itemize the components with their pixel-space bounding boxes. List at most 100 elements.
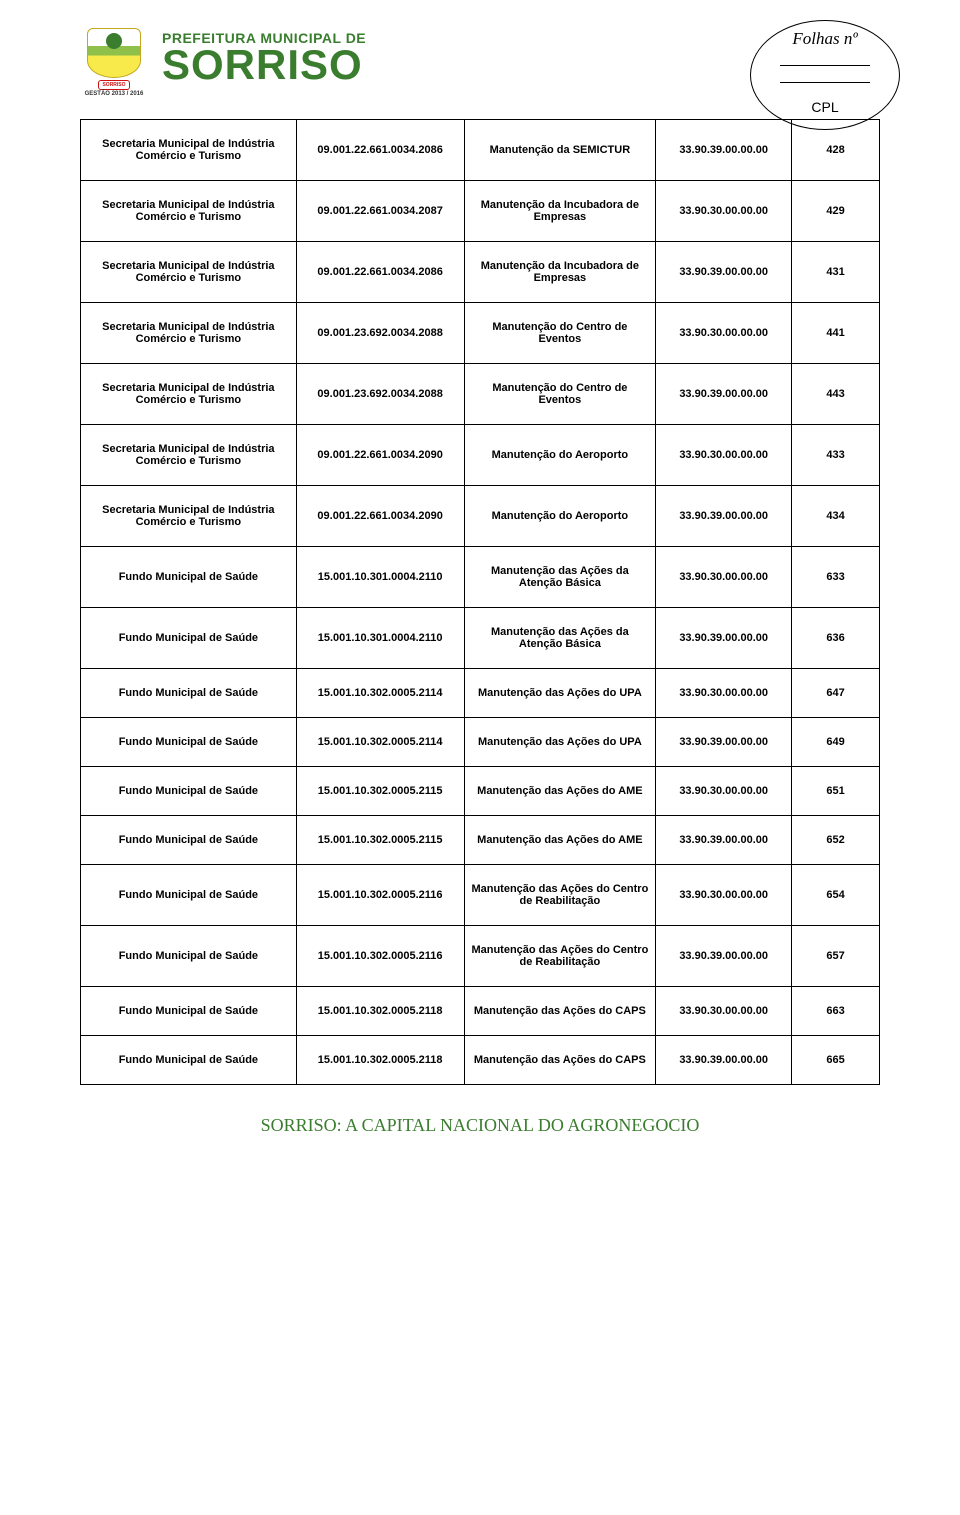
table-cell: 09.001.22.661.0034.2087 bbox=[296, 181, 464, 242]
table-row: Fundo Municipal de Saúde15.001.10.302.00… bbox=[81, 987, 880, 1036]
table-cell: Fundo Municipal de Saúde bbox=[81, 816, 297, 865]
table-cell: Fundo Municipal de Saúde bbox=[81, 1036, 297, 1085]
table-cell: 633 bbox=[792, 547, 880, 608]
table-cell: 33.90.30.00.00.00 bbox=[656, 303, 792, 364]
table-cell: 651 bbox=[792, 767, 880, 816]
table-cell: 649 bbox=[792, 718, 880, 767]
table-row: Secretaria Municipal de Indústria Comérc… bbox=[81, 486, 880, 547]
stamp-line bbox=[780, 65, 870, 66]
folhas-stamp: Folhas nº CPL bbox=[750, 20, 900, 130]
table-cell: 33.90.39.00.00.00 bbox=[656, 364, 792, 425]
table-cell: 652 bbox=[792, 816, 880, 865]
table-cell: 654 bbox=[792, 865, 880, 926]
table-cell: 15.001.10.302.0005.2114 bbox=[296, 718, 464, 767]
table-cell: Manutenção das Ações do CAPS bbox=[464, 1036, 656, 1085]
table-cell: 15.001.10.301.0004.2110 bbox=[296, 608, 464, 669]
table-cell: Secretaria Municipal de Indústria Comérc… bbox=[81, 486, 297, 547]
table-cell: 33.90.30.00.00.00 bbox=[656, 547, 792, 608]
stamp-line bbox=[780, 82, 870, 83]
stamp-label: Folhas nº bbox=[792, 29, 857, 49]
table-cell: Manutenção da SEMICTUR bbox=[464, 120, 656, 181]
table-row: Secretaria Municipal de Indústria Comérc… bbox=[81, 364, 880, 425]
table-cell: Fundo Municipal de Saúde bbox=[81, 547, 297, 608]
table-cell: 431 bbox=[792, 242, 880, 303]
table-cell: Fundo Municipal de Saúde bbox=[81, 926, 297, 987]
table-cell: 15.001.10.302.0005.2114 bbox=[296, 669, 464, 718]
table-cell: 09.001.22.661.0034.2090 bbox=[296, 425, 464, 486]
table-cell: 665 bbox=[792, 1036, 880, 1085]
table-cell: 33.90.39.00.00.00 bbox=[656, 816, 792, 865]
table-cell: 657 bbox=[792, 926, 880, 987]
header-text: PREFEITURA MUNICIPAL DE SORRISO bbox=[162, 30, 366, 84]
table-cell: 647 bbox=[792, 669, 880, 718]
table-cell: Fundo Municipal de Saúde bbox=[81, 718, 297, 767]
table-cell: 33.90.39.00.00.00 bbox=[656, 926, 792, 987]
table-cell: Manutenção das Ações da Atenção Básica bbox=[464, 547, 656, 608]
table-body: Secretaria Municipal de Indústria Comérc… bbox=[81, 120, 880, 1085]
table-cell: 636 bbox=[792, 608, 880, 669]
table-cell: 15.001.10.302.0005.2115 bbox=[296, 767, 464, 816]
table-row: Fundo Municipal de Saúde15.001.10.302.00… bbox=[81, 718, 880, 767]
table-cell: Manutenção das Ações do AME bbox=[464, 767, 656, 816]
table-cell: Fundo Municipal de Saúde bbox=[81, 608, 297, 669]
crest-gestao: GESTÃO 2013 / 2016 bbox=[85, 91, 144, 97]
table-cell: 434 bbox=[792, 486, 880, 547]
table-cell: Manutenção do Centro de Eventos bbox=[464, 303, 656, 364]
table-cell: 15.001.10.302.0005.2116 bbox=[296, 926, 464, 987]
table-cell: Secretaria Municipal de Indústria Comérc… bbox=[81, 303, 297, 364]
table-cell: Secretaria Municipal de Indústria Comérc… bbox=[81, 242, 297, 303]
table-cell: Manutenção das Ações do UPA bbox=[464, 718, 656, 767]
crest-banner: SORRISO bbox=[98, 80, 129, 90]
table-cell: 15.001.10.302.0005.2115 bbox=[296, 816, 464, 865]
table-cell: 429 bbox=[792, 181, 880, 242]
table-cell: Manutenção das Ações do Centro de Reabil… bbox=[464, 926, 656, 987]
table-cell: 09.001.22.661.0034.2086 bbox=[296, 120, 464, 181]
table-row: Secretaria Municipal de Indústria Comérc… bbox=[81, 425, 880, 486]
table-cell: Secretaria Municipal de Indústria Comérc… bbox=[81, 181, 297, 242]
table-cell: 15.001.10.302.0005.2116 bbox=[296, 865, 464, 926]
table-cell: Manutenção das Ações do Centro de Reabil… bbox=[464, 865, 656, 926]
table-cell: 33.90.39.00.00.00 bbox=[656, 718, 792, 767]
table-row: Secretaria Municipal de Indústria Comérc… bbox=[81, 181, 880, 242]
table-cell: Manutenção das Ações do CAPS bbox=[464, 987, 656, 1036]
table-row: Secretaria Municipal de Indústria Comérc… bbox=[81, 120, 880, 181]
table-cell: 33.90.30.00.00.00 bbox=[656, 987, 792, 1036]
table-cell: 33.90.39.00.00.00 bbox=[656, 1036, 792, 1085]
table-cell: 09.001.23.692.0034.2088 bbox=[296, 364, 464, 425]
table-cell: 09.001.22.661.0034.2086 bbox=[296, 242, 464, 303]
table-cell: Manutenção da Incubadora de Empresas bbox=[464, 242, 656, 303]
footer-slogan: SORRISO: A CAPITAL NACIONAL DO AGRONEGOC… bbox=[80, 1115, 880, 1136]
table-cell: 15.001.10.302.0005.2118 bbox=[296, 987, 464, 1036]
table-row: Fundo Municipal de Saúde15.001.10.302.00… bbox=[81, 926, 880, 987]
table-row: Secretaria Municipal de Indústria Comérc… bbox=[81, 242, 880, 303]
table-cell: 433 bbox=[792, 425, 880, 486]
crest-shield bbox=[87, 28, 141, 78]
table-cell: 09.001.23.692.0034.2088 bbox=[296, 303, 464, 364]
table-row: Secretaria Municipal de Indústria Comérc… bbox=[81, 303, 880, 364]
table-cell: 15.001.10.301.0004.2110 bbox=[296, 547, 464, 608]
crest-icon: SORRISO GESTÃO 2013 / 2016 bbox=[80, 28, 148, 97]
table-cell: 33.90.30.00.00.00 bbox=[656, 425, 792, 486]
table-row: Fundo Municipal de Saúde15.001.10.302.00… bbox=[81, 669, 880, 718]
table-cell: 443 bbox=[792, 364, 880, 425]
table-row: Fundo Municipal de Saúde15.001.10.302.00… bbox=[81, 767, 880, 816]
table-cell: Manutenção do Centro de Eventos bbox=[464, 364, 656, 425]
table-cell: Secretaria Municipal de Indústria Comérc… bbox=[81, 120, 297, 181]
table-cell: Manutenção da Incubadora de Empresas bbox=[464, 181, 656, 242]
table-cell: Manutenção do Aeroporto bbox=[464, 425, 656, 486]
table-cell: 09.001.22.661.0034.2090 bbox=[296, 486, 464, 547]
table-cell: 33.90.39.00.00.00 bbox=[656, 242, 792, 303]
table-cell: 15.001.10.302.0005.2118 bbox=[296, 1036, 464, 1085]
table-cell: 33.90.30.00.00.00 bbox=[656, 767, 792, 816]
table-cell: Fundo Municipal de Saúde bbox=[81, 669, 297, 718]
table-row: Fundo Municipal de Saúde15.001.10.301.00… bbox=[81, 547, 880, 608]
table-row: Fundo Municipal de Saúde15.001.10.302.00… bbox=[81, 1036, 880, 1085]
table-row: Fundo Municipal de Saúde15.001.10.302.00… bbox=[81, 816, 880, 865]
table-cell: 663 bbox=[792, 987, 880, 1036]
table-cell: 33.90.39.00.00.00 bbox=[656, 120, 792, 181]
stamp-cpl: CPL bbox=[811, 99, 838, 115]
table-cell: Fundo Municipal de Saúde bbox=[81, 767, 297, 816]
letterhead: SORRISO GESTÃO 2013 / 2016 PREFEITURA MU… bbox=[80, 28, 880, 97]
table-cell: Manutenção do Aeroporto bbox=[464, 486, 656, 547]
table-cell: 33.90.30.00.00.00 bbox=[656, 865, 792, 926]
